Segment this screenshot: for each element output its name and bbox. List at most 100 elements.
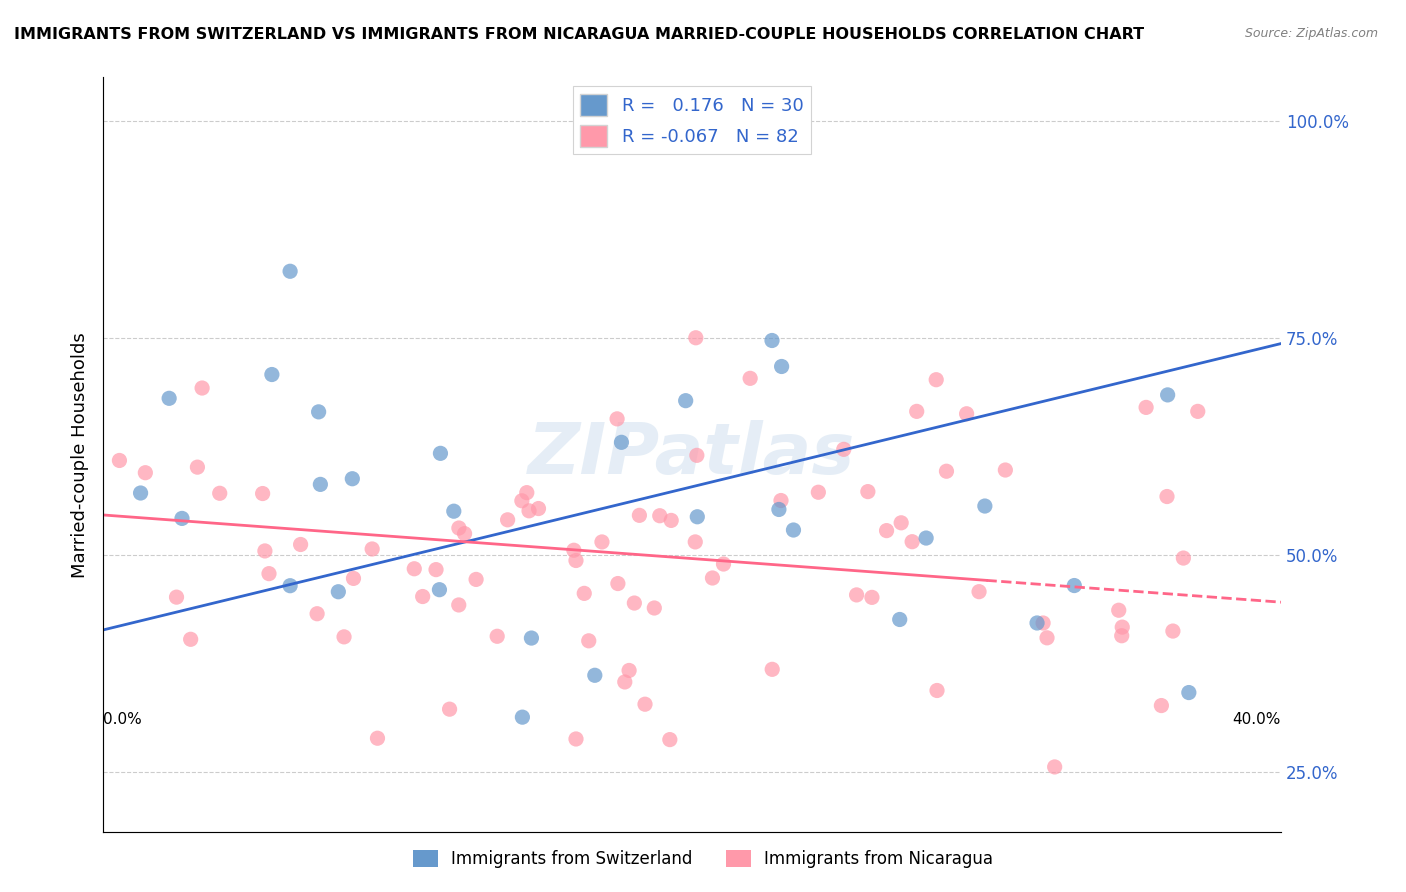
Immigrants from Nicaragua bbox=[876, 524, 898, 538]
Legend: R =   0.176   N = 30, R = -0.067   N = 82: R = 0.176 N = 30, R = -0.067 N = 82 bbox=[574, 87, 811, 154]
Legend: Immigrants from Switzerland, Immigrants from Nicaragua: Immigrants from Switzerland, Immigrants … bbox=[406, 843, 1000, 875]
Immigrants from Switzerland bbox=[768, 502, 790, 516]
Immigrants from Nicaragua bbox=[643, 601, 665, 615]
Immigrants from Nicaragua bbox=[447, 598, 470, 612]
Immigrants from Nicaragua bbox=[901, 534, 924, 549]
Immigrants from Nicaragua bbox=[1043, 760, 1066, 774]
Immigrants from Switzerland bbox=[1156, 388, 1178, 402]
Immigrants from Switzerland bbox=[429, 446, 451, 460]
Immigrants from Nicaragua bbox=[1108, 603, 1130, 617]
Immigrants from Switzerland bbox=[686, 509, 709, 524]
Immigrants from Nicaragua bbox=[465, 573, 488, 587]
Immigrants from Nicaragua bbox=[574, 586, 596, 600]
Immigrants from Nicaragua bbox=[925, 373, 948, 387]
Immigrants from Nicaragua bbox=[702, 571, 724, 585]
Immigrants from Nicaragua bbox=[516, 485, 538, 500]
Immigrants from Nicaragua bbox=[257, 566, 280, 581]
Immigrants from Nicaragua bbox=[252, 486, 274, 500]
Y-axis label: Married-couple Households: Married-couple Households bbox=[72, 332, 89, 578]
Immigrants from Nicaragua bbox=[935, 464, 957, 478]
Immigrants from Nicaragua bbox=[578, 633, 600, 648]
Immigrants from Nicaragua bbox=[1135, 401, 1157, 415]
Immigrants from Nicaragua bbox=[613, 675, 636, 690]
Immigrants from Nicaragua bbox=[565, 731, 588, 746]
Immigrants from Nicaragua bbox=[186, 460, 208, 475]
Immigrants from Nicaragua bbox=[253, 544, 276, 558]
Immigrants from Switzerland bbox=[129, 486, 152, 500]
Immigrants from Nicaragua bbox=[628, 508, 651, 523]
Immigrants from Switzerland bbox=[782, 523, 804, 537]
Immigrants from Nicaragua bbox=[659, 513, 682, 527]
Immigrants from Nicaragua bbox=[333, 630, 356, 644]
Immigrants from Switzerland bbox=[770, 359, 793, 374]
Immigrants from Nicaragua bbox=[361, 541, 384, 556]
Immigrants from Nicaragua bbox=[623, 596, 645, 610]
Immigrants from Switzerland bbox=[1063, 578, 1085, 592]
Immigrants from Nicaragua bbox=[761, 662, 783, 676]
Text: 0.0%: 0.0% bbox=[103, 712, 142, 727]
Immigrants from Nicaragua bbox=[510, 493, 533, 508]
Immigrants from Switzerland bbox=[1026, 615, 1049, 630]
Immigrants from Nicaragua bbox=[166, 590, 188, 604]
Immigrants from Switzerland bbox=[889, 612, 911, 626]
Immigrants from Switzerland bbox=[443, 504, 465, 518]
Immigrants from Nicaragua bbox=[1161, 624, 1184, 638]
Immigrants from Nicaragua bbox=[1173, 551, 1195, 566]
Immigrants from Switzerland bbox=[610, 435, 633, 450]
Immigrants from Nicaragua bbox=[517, 504, 540, 518]
Immigrants from Nicaragua bbox=[1150, 698, 1173, 713]
Immigrants from Nicaragua bbox=[807, 485, 830, 500]
Immigrants from Nicaragua bbox=[994, 463, 1017, 477]
Immigrants from Nicaragua bbox=[496, 513, 519, 527]
Immigrants from Nicaragua bbox=[606, 576, 628, 591]
Immigrants from Switzerland bbox=[915, 531, 938, 545]
Immigrants from Nicaragua bbox=[191, 381, 214, 395]
Immigrants from Switzerland bbox=[170, 511, 193, 525]
Immigrants from Switzerland bbox=[260, 368, 283, 382]
Immigrants from Nicaragua bbox=[486, 629, 509, 643]
Immigrants from Switzerland bbox=[675, 393, 697, 408]
Immigrants from Nicaragua bbox=[967, 584, 990, 599]
Immigrants from Nicaragua bbox=[591, 535, 613, 549]
Immigrants from Nicaragua bbox=[108, 453, 131, 467]
Immigrants from Nicaragua bbox=[453, 526, 475, 541]
Immigrants from Nicaragua bbox=[290, 537, 312, 551]
Immigrants from Switzerland bbox=[512, 710, 534, 724]
Immigrants from Nicaragua bbox=[905, 404, 928, 418]
Immigrants from Nicaragua bbox=[740, 371, 762, 385]
Immigrants from Switzerland bbox=[308, 405, 330, 419]
Immigrants from Nicaragua bbox=[955, 407, 977, 421]
Immigrants from Nicaragua bbox=[342, 571, 364, 585]
Immigrants from Switzerland bbox=[761, 334, 783, 348]
Immigrants from Nicaragua bbox=[562, 543, 585, 558]
Immigrants from Nicaragua bbox=[180, 632, 202, 647]
Immigrants from Nicaragua bbox=[860, 591, 883, 605]
Immigrants from Switzerland bbox=[1178, 685, 1201, 699]
Immigrants from Nicaragua bbox=[439, 702, 461, 716]
Immigrants from Nicaragua bbox=[208, 486, 231, 500]
Immigrants from Nicaragua bbox=[683, 535, 706, 549]
Immigrants from Nicaragua bbox=[134, 466, 156, 480]
Immigrants from Nicaragua bbox=[634, 697, 657, 711]
Immigrants from Nicaragua bbox=[447, 521, 470, 535]
Immigrants from Nicaragua bbox=[1032, 615, 1054, 630]
Immigrants from Nicaragua bbox=[658, 732, 681, 747]
Immigrants from Nicaragua bbox=[685, 331, 707, 345]
Immigrants from Switzerland bbox=[309, 477, 332, 491]
Immigrants from Nicaragua bbox=[1036, 631, 1059, 645]
Immigrants from Switzerland bbox=[328, 584, 350, 599]
Immigrants from Nicaragua bbox=[648, 508, 671, 523]
Text: IMMIGRANTS FROM SWITZERLAND VS IMMIGRANTS FROM NICARAGUA MARRIED-COUPLE HOUSEHOL: IMMIGRANTS FROM SWITZERLAND VS IMMIGRANT… bbox=[14, 27, 1144, 42]
Immigrants from Switzerland bbox=[429, 582, 451, 597]
Immigrants from Nicaragua bbox=[1187, 404, 1209, 418]
Immigrants from Nicaragua bbox=[617, 664, 640, 678]
Immigrants from Switzerland bbox=[520, 631, 543, 645]
Immigrants from Nicaragua bbox=[856, 484, 879, 499]
Text: Source: ZipAtlas.com: Source: ZipAtlas.com bbox=[1244, 27, 1378, 40]
Immigrants from Nicaragua bbox=[890, 516, 912, 530]
Immigrants from Switzerland bbox=[278, 579, 301, 593]
Immigrants from Nicaragua bbox=[713, 557, 735, 571]
Immigrants from Switzerland bbox=[342, 472, 364, 486]
Immigrants from Switzerland bbox=[278, 264, 301, 278]
Immigrants from Nicaragua bbox=[366, 731, 388, 746]
